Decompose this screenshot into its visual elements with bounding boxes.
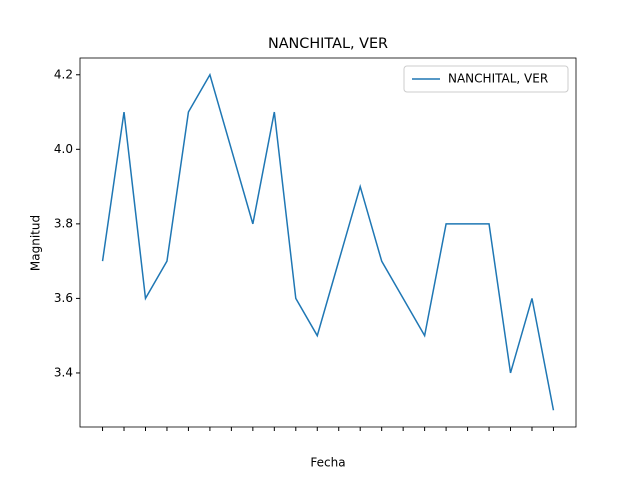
chart-title: NANCHITAL, VER xyxy=(268,36,388,52)
legend-label: NANCHITAL, VER xyxy=(448,72,548,86)
y-tick-label: 4.0 xyxy=(54,142,73,156)
line xyxy=(101,72,555,411)
x-axis-label: Fecha xyxy=(310,456,345,470)
y-tick-label: 3.4 xyxy=(54,365,73,379)
legend-box xyxy=(403,65,569,93)
y-axis-label: Magnitud xyxy=(29,215,43,271)
plot-frame xyxy=(79,57,577,428)
y-tick-label: 3.8 xyxy=(54,216,73,230)
y-tick-label: 4.2 xyxy=(54,67,73,81)
y-tick-label: 3.6 xyxy=(54,291,73,305)
